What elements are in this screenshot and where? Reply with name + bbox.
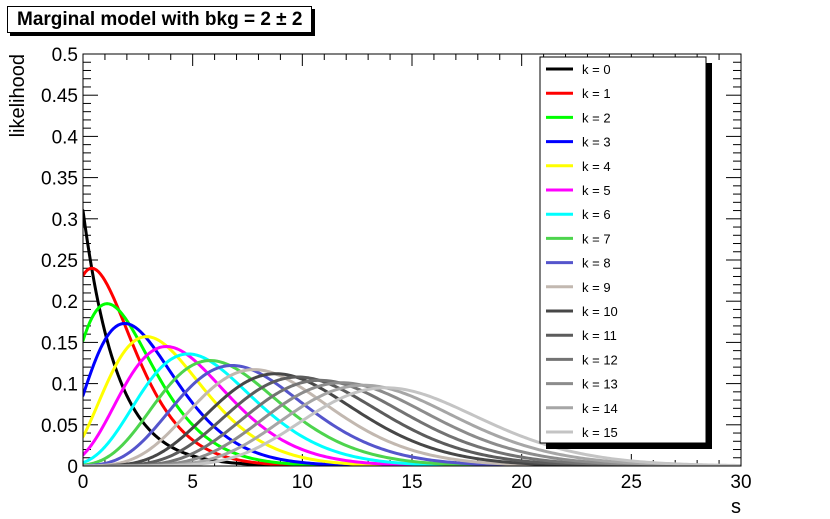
x-tick-label: 10 bbox=[292, 472, 313, 493]
y-tick-label: 0.25 bbox=[41, 251, 78, 272]
plot-frame bbox=[82, 53, 742, 467]
series-line-k-6 bbox=[83, 352, 741, 466]
legend-box bbox=[539, 56, 707, 444]
legend-entry-label: k = 8 bbox=[582, 256, 611, 271]
legend-entry-label: k = 13 bbox=[582, 377, 618, 392]
y-tick-label: 0.2 bbox=[52, 292, 78, 313]
chart-title: Marginal model with bkg = 2 ± 2 bbox=[7, 6, 313, 33]
x-tick-label: 0 bbox=[78, 472, 89, 493]
y-tick-label: 0.4 bbox=[52, 127, 79, 148]
legend-entry-label: k = 0 bbox=[582, 62, 611, 77]
series-line-k-15 bbox=[83, 386, 741, 466]
y-tick-label: 0.1 bbox=[52, 375, 78, 396]
axes: 0 5 10 15 20 25 30 0 0.05 0.1 0.15 0.2 0.25 0.3 0.35 0.… bbox=[41, 45, 752, 493]
legend: k = 0 k = 1 k = 2 k = 3 k = 4 k = 5 k = 6 k = 7… bbox=[539, 56, 712, 449]
x-tick-label: 25 bbox=[621, 472, 642, 493]
legend-entry-label: k = 7 bbox=[582, 231, 611, 246]
legend-entry-label: k = 12 bbox=[582, 352, 618, 367]
legend-entry-label: k = 6 bbox=[582, 207, 611, 222]
y-axis-title: likelihood bbox=[7, 54, 29, 137]
series-line-k-14 bbox=[83, 383, 741, 466]
y-tick-label: 0.35 bbox=[41, 169, 78, 190]
legend-entry-label: k = 14 bbox=[582, 401, 618, 416]
y-tick-label: 0.05 bbox=[41, 416, 78, 437]
y-tick-label: 0.15 bbox=[41, 333, 78, 354]
x-axis-title: s bbox=[731, 496, 741, 518]
legend-entry-label: k = 11 bbox=[582, 328, 617, 343]
legend-entry-label: k = 5 bbox=[582, 183, 611, 198]
legend-entry-label: k = 4 bbox=[582, 159, 611, 174]
y-tick-label: 0.45 bbox=[41, 86, 78, 107]
x-tick-label: 5 bbox=[187, 472, 198, 493]
plot-frame-rect bbox=[82, 53, 742, 467]
legend-entry-label: k = 9 bbox=[582, 280, 611, 295]
legend-entry-label: k = 1 bbox=[582, 86, 611, 101]
legend-entry-label: k = 15 bbox=[582, 425, 618, 440]
x-tick-label: 20 bbox=[511, 472, 532, 493]
x-tick-label: 30 bbox=[730, 472, 751, 493]
legend-entry-label: k = 10 bbox=[582, 304, 618, 319]
y-tick-label: 0.5 bbox=[52, 45, 78, 66]
y-tick-label: 0.3 bbox=[52, 210, 78, 231]
legend-entry-label: k = 3 bbox=[582, 135, 611, 150]
x-tick-label: 15 bbox=[401, 472, 422, 493]
legend-entry-label: k = 2 bbox=[582, 110, 611, 125]
y-tick-label: 0 bbox=[67, 457, 78, 478]
